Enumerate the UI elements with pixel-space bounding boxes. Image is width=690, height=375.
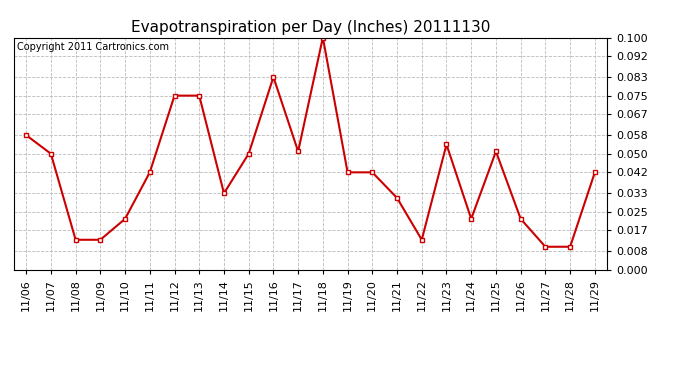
Text: Copyright 2011 Cartronics.com: Copyright 2011 Cartronics.com [17, 42, 169, 52]
Title: Evapotranspiration per Day (Inches) 20111130: Evapotranspiration per Day (Inches) 2011… [131, 20, 490, 35]
